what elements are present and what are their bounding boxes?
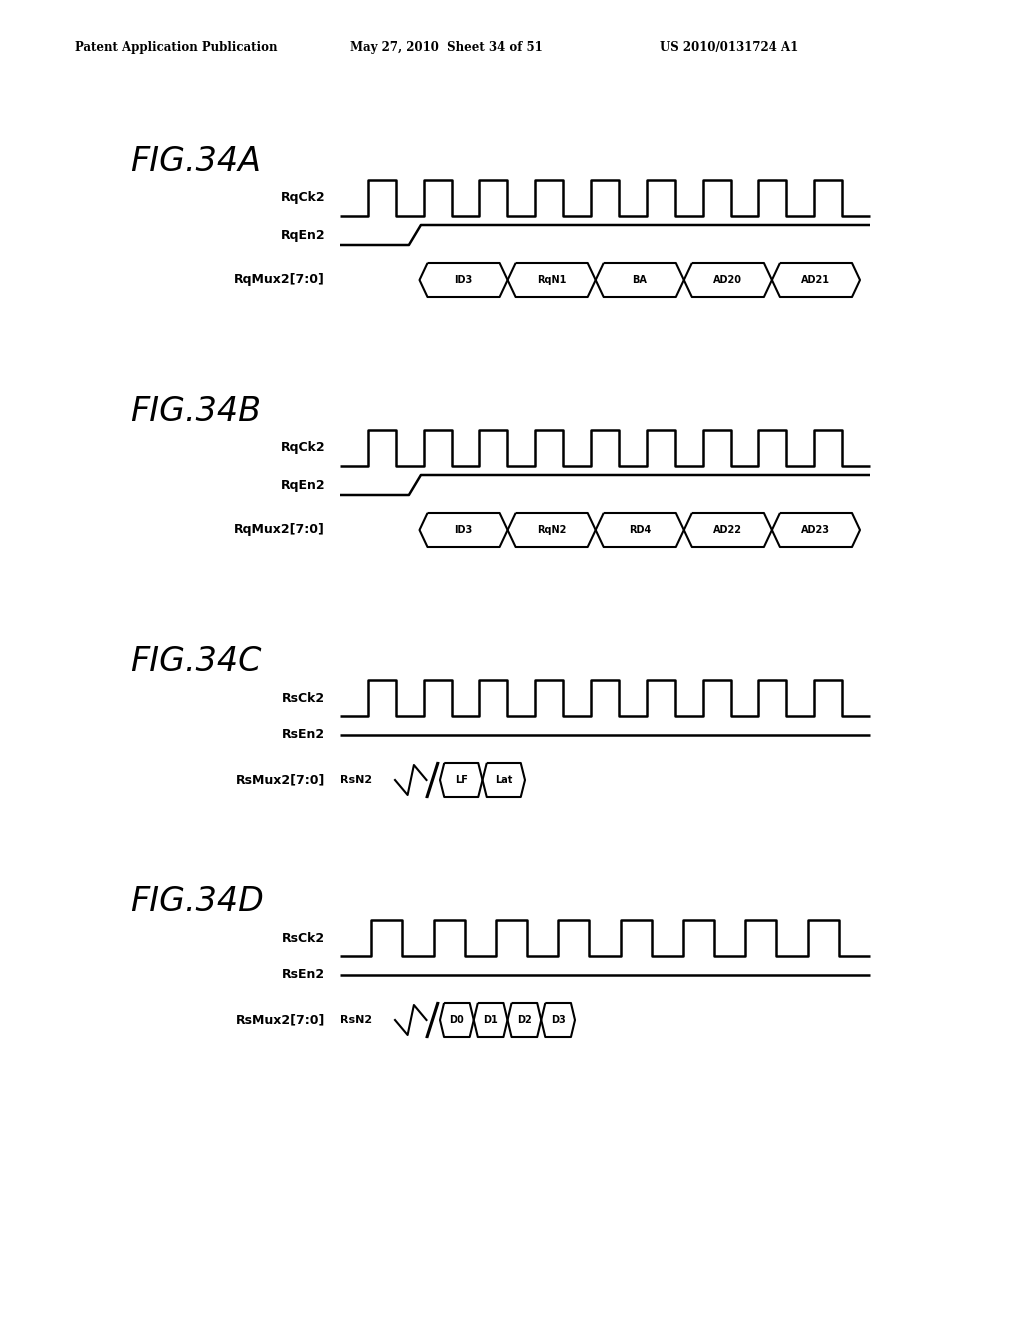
Text: AD20: AD20 xyxy=(714,275,742,285)
Text: FIG.34B: FIG.34B xyxy=(130,395,261,428)
Text: May 27, 2010  Sheet 34 of 51: May 27, 2010 Sheet 34 of 51 xyxy=(350,41,543,54)
Text: Lat: Lat xyxy=(495,775,512,785)
Text: RqCk2: RqCk2 xyxy=(281,441,325,454)
Text: FIG.34D: FIG.34D xyxy=(130,884,264,917)
Text: RsEn2: RsEn2 xyxy=(282,729,325,742)
Text: RD4: RD4 xyxy=(629,525,651,535)
Text: RqMux2[7:0]: RqMux2[7:0] xyxy=(234,273,325,286)
Text: AD22: AD22 xyxy=(714,525,742,535)
Text: RqN1: RqN1 xyxy=(537,275,566,285)
Text: US 2010/0131724 A1: US 2010/0131724 A1 xyxy=(660,41,799,54)
Text: AD23: AD23 xyxy=(802,525,830,535)
Text: D0: D0 xyxy=(450,1015,464,1026)
Text: RsMux2[7:0]: RsMux2[7:0] xyxy=(236,774,325,787)
Text: RsN2: RsN2 xyxy=(340,1015,372,1026)
Text: BA: BA xyxy=(632,275,647,285)
Text: RsMux2[7:0]: RsMux2[7:0] xyxy=(236,1014,325,1027)
Text: ID3: ID3 xyxy=(455,525,473,535)
Text: RsEn2: RsEn2 xyxy=(282,969,325,982)
Text: D2: D2 xyxy=(517,1015,531,1026)
Text: RsCk2: RsCk2 xyxy=(282,932,325,945)
Text: D3: D3 xyxy=(551,1015,565,1026)
Text: LF: LF xyxy=(455,775,468,785)
Text: RsN2: RsN2 xyxy=(340,775,372,785)
Text: D1: D1 xyxy=(483,1015,498,1026)
Text: AD21: AD21 xyxy=(802,275,830,285)
Text: RqEn2: RqEn2 xyxy=(281,228,325,242)
Text: FIG.34C: FIG.34C xyxy=(130,645,261,678)
Text: RqEn2: RqEn2 xyxy=(281,479,325,491)
Text: RqN2: RqN2 xyxy=(537,525,566,535)
Text: RqMux2[7:0]: RqMux2[7:0] xyxy=(234,524,325,536)
Text: RqCk2: RqCk2 xyxy=(281,191,325,205)
Text: FIG.34A: FIG.34A xyxy=(130,145,261,178)
Text: Patent Application Publication: Patent Application Publication xyxy=(75,41,278,54)
Text: ID3: ID3 xyxy=(455,275,473,285)
Text: RsCk2: RsCk2 xyxy=(282,692,325,705)
